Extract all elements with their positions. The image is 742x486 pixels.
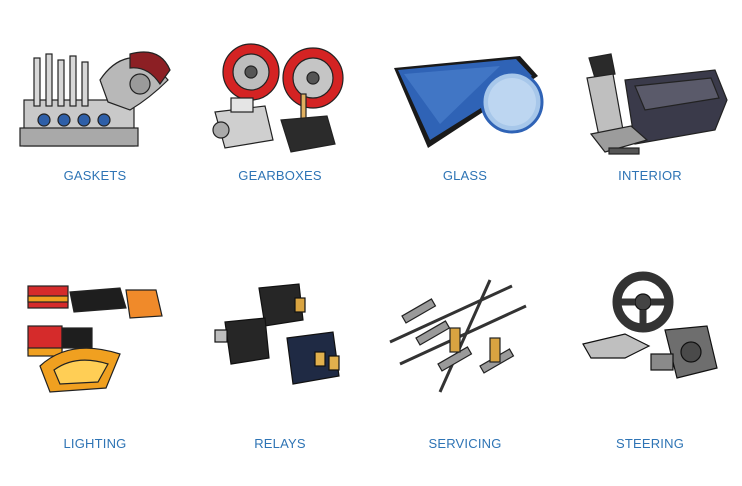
category-glass[interactable]: GLASS [372, 8, 558, 238]
category-servicing[interactable]: SERVICING [372, 252, 558, 482]
category-label: SERVICING [428, 436, 502, 451]
relay-icon [195, 268, 365, 398]
category-gaskets[interactable]: GASKETS [2, 8, 188, 238]
category-label: GASKETS [63, 168, 127, 183]
category-label: INTERIOR [618, 168, 682, 183]
category-label: GLASS [442, 168, 488, 183]
windscreen-glass-icon [380, 40, 550, 170]
engine-gasket-icon [10, 40, 180, 170]
steering-wheel-icon [565, 268, 735, 398]
category-lighting[interactable]: LIGHTING [2, 252, 188, 482]
category-label: GEARBOXES [238, 168, 322, 183]
category-label: STEERING [615, 436, 685, 451]
category-gearboxes[interactable]: GEARBOXES [187, 8, 373, 238]
category-label: LIGHTING [63, 436, 127, 451]
category-label: RELAYS [254, 436, 306, 451]
spark-plug-wiper-icon [380, 268, 550, 398]
gearbox-icon [195, 40, 365, 170]
category-interior[interactable]: INTERIOR [557, 8, 742, 238]
category-steering[interactable]: STEERING [557, 252, 742, 482]
car-lights-icon [10, 268, 180, 398]
car-seat-icon [565, 40, 735, 170]
category-relays[interactable]: RELAYS [187, 252, 373, 482]
